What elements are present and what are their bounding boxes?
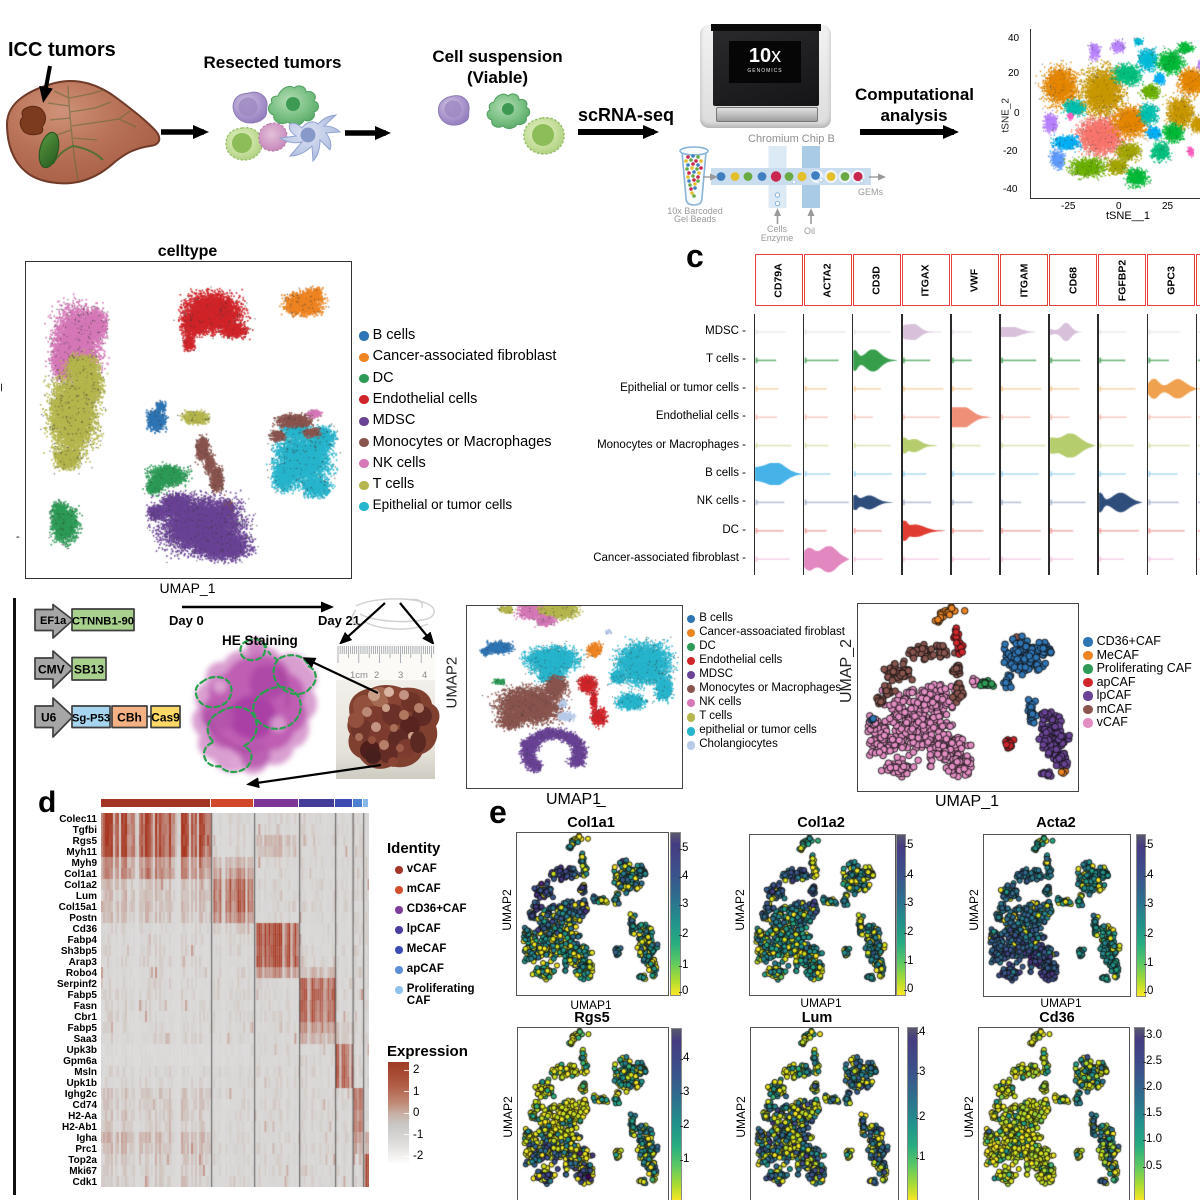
svg-text:U6: U6 xyxy=(41,711,57,725)
svg-text:1cm: 1cm xyxy=(350,670,368,681)
svg-text:CMV: CMV xyxy=(38,663,65,677)
svg-text:EF1a: EF1a xyxy=(40,615,67,627)
svg-text:2: 2 xyxy=(374,670,379,681)
svg-text:CBh: CBh xyxy=(117,711,142,725)
svg-text:SB13: SB13 xyxy=(74,663,104,677)
svg-text:Cas9: Cas9 xyxy=(151,711,180,725)
svg-text:3: 3 xyxy=(398,670,403,681)
svg-text:4: 4 xyxy=(422,670,427,681)
svg-text:CTNNB1-90: CTNNB1-90 xyxy=(72,616,134,628)
svg-text:Sg-P53: Sg-P53 xyxy=(72,713,110,725)
